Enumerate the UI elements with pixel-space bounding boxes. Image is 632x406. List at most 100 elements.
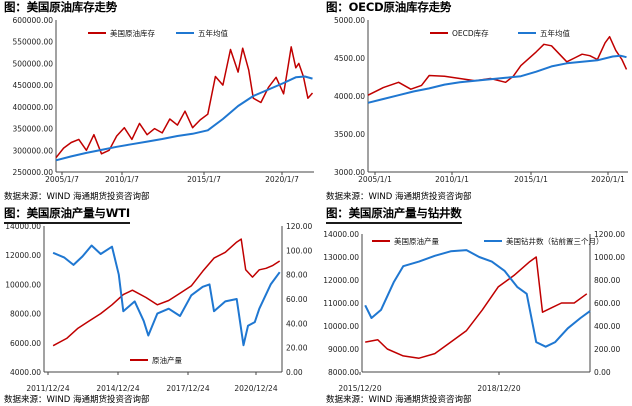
x-tick-label: 2020/12/24 xyxy=(234,384,277,393)
x-tick-label: 2010/1/7 xyxy=(105,175,139,184)
y-tick-label: 14000.00 xyxy=(323,230,359,239)
y-right-tick-label: 100.00 xyxy=(286,246,312,255)
x-tick-label: 2005/1/7 xyxy=(45,175,79,184)
y-tick-label: 11000.00 xyxy=(323,299,359,308)
x-tick-label: 2014/12/24 xyxy=(96,384,139,393)
series-line-0 xyxy=(365,256,588,359)
y-tick-label: 250000.00 xyxy=(12,168,53,177)
y-tick-label: 14000.00 xyxy=(5,222,41,231)
axis-frame xyxy=(43,226,283,373)
x-tick-label: 2015/1/1 xyxy=(514,175,548,184)
y-tick-label: 4000.00 xyxy=(10,368,41,377)
source-note: 数据来源：WIND 海通期货投资咨询部 xyxy=(4,395,150,405)
x-tick-label: 2015/12/20 xyxy=(338,384,381,393)
y-tick-label: 600000.00 xyxy=(12,16,53,25)
y-axis-right-ticks: 0.00 200.00 400.00 600.00 800.00 1000.00 1200.… xyxy=(594,230,625,377)
y-tick-label: 450000.00 xyxy=(12,81,53,90)
source-note: 数据来源：WIND 海通期货投资咨询部 xyxy=(326,395,472,405)
y-tick-label: 12000.00 xyxy=(323,276,359,285)
y-right-tick-label: 80.00 xyxy=(286,271,308,280)
y-tick-label: 350000.00 xyxy=(12,125,53,134)
chart-us-crude-inventory: 250000.00 300000.00 350000.00 400000.00 4500… xyxy=(12,16,314,184)
series-lines xyxy=(364,249,591,359)
series-line-0 xyxy=(55,46,314,159)
x-tick-label: 2015/1/7 xyxy=(187,175,221,184)
y-axis-right-ticks: 0.00 20.00 40.00 60.00 80.00 100.00 120.00 xyxy=(286,222,312,377)
panel-title: 图：美国原油库存走势 xyxy=(4,0,117,14)
y-right-tick-label: 600.00 xyxy=(594,299,620,308)
x-tick-label: 2017/12/24 xyxy=(166,384,209,393)
chart-us-output-wti: 4000.00 6000.00 8000.00 10000.00 12000.00 140… xyxy=(5,222,312,393)
legend-label: 美国原油产量 xyxy=(394,236,439,246)
y-tick-label: 550000.00 xyxy=(12,38,53,47)
y-tick-label: 9000.00 xyxy=(328,345,359,354)
y-right-tick-label: 20.00 xyxy=(286,344,308,353)
y-right-tick-label: 200.00 xyxy=(594,345,620,354)
y-tick-label: 10000.00 xyxy=(5,280,41,289)
y-tick-label: 13000.00 xyxy=(323,253,359,262)
panel-title: 图：美国原油产量与WTI xyxy=(4,205,130,224)
y-axis-left-ticks: 4000.00 6000.00 8000.00 10000.00 12000.00 140… xyxy=(5,222,41,377)
x-tick-label: 2011/12/24 xyxy=(26,384,69,393)
y-axis-left-ticks: 8000.00 9000.00 10000.00 11000.00 12000.00 13… xyxy=(323,230,359,377)
series-line-1 xyxy=(55,75,313,162)
series-lines xyxy=(367,35,628,104)
series-line-1 xyxy=(364,249,591,348)
x-tick-label: 2020/1/7 xyxy=(265,175,299,184)
series-lines xyxy=(52,238,281,347)
y-tick-label: 500000.00 xyxy=(12,59,53,68)
y-tick-label: 3500.00 xyxy=(334,130,365,139)
y-tick-label: 10000.00 xyxy=(323,322,359,331)
panel-us-output-wti: 图：美国原油产量与WTI 4000.00 6000.00 8000.00 10000.… xyxy=(0,206,316,406)
y-axis-ticks: 250000.00 300000.00 350000.00 400000.00 4500… xyxy=(12,16,53,177)
x-tick-label: 2010/1/1 xyxy=(435,175,469,184)
series-lines xyxy=(55,46,314,162)
legend-label: 美国钻井数（钻前置三个月） xyxy=(506,236,604,246)
y-right-tick-label: 40.00 xyxy=(286,319,308,328)
axis-frame xyxy=(367,20,628,173)
y-tick-label: 4000.00 xyxy=(334,92,365,101)
series-line-1 xyxy=(367,54,627,104)
source-note: 数据来源：WIND 海通期货投资咨询部 xyxy=(4,192,150,202)
x-axis-ticks: 2005/1/7 2010/1/7 2015/1/7 2020/1/7 xyxy=(45,172,299,184)
y-right-tick-label: 60.00 xyxy=(286,295,308,304)
legend-label: 原油产量 xyxy=(152,355,182,365)
y-tick-label: 8000.00 xyxy=(10,310,41,319)
y-tick-label: 3000.00 xyxy=(334,168,365,177)
legend-label: 美国原油库存 xyxy=(110,28,155,38)
panel-title: 图：OECD原油库存走势 xyxy=(326,0,452,14)
axis-frame xyxy=(361,234,591,373)
legend: 美国原油库存 五年均值 xyxy=(88,28,228,38)
panel-oecd-inventory: 图：OECD原油库存走势 3000.00 3500.00 4000.00 4500.0… xyxy=(322,0,632,203)
legend-label: OECD库存 xyxy=(452,28,489,38)
legend: 原油产量 xyxy=(130,355,182,365)
x-tick-label: 2020/1/1 xyxy=(591,175,625,184)
y-axis-ticks: 3000.00 3500.00 4000.00 4500.00 5000.00 xyxy=(334,16,365,177)
series-line-1 xyxy=(52,244,281,347)
legend: OECD库存 五年均值 xyxy=(430,28,570,38)
legend-label: 五年均值 xyxy=(540,28,570,38)
legend-label: 五年均值 xyxy=(198,28,228,38)
y-tick-label: 400000.00 xyxy=(12,103,53,112)
x-axis-ticks: 2005/1/1 2010/1/1 2015/1/1 2020/1/1 xyxy=(358,172,625,184)
chart-us-output-rigs: 8000.00 9000.00 10000.00 11000.00 12000.00 13… xyxy=(323,230,625,393)
y-tick-label: 4500.00 xyxy=(334,54,365,63)
y-tick-label: 6000.00 xyxy=(10,339,41,348)
source-note: 数据来源：WIND 海通期货投资咨询部 xyxy=(326,192,472,202)
y-right-tick-label: 0.00 xyxy=(286,368,303,377)
y-right-tick-label: 800.00 xyxy=(594,276,620,285)
y-right-tick-label: 400.00 xyxy=(594,322,620,331)
y-right-tick-label: 0.00 xyxy=(594,368,611,377)
x-axis-ticks: 2015/12/20 2018/12/20 xyxy=(338,372,521,393)
y-tick-label: 300000.00 xyxy=(12,146,53,155)
chart-oecd-inventory: 3000.00 3500.00 4000.00 4500.00 5000.00 2005… xyxy=(334,16,628,184)
y-right-tick-label: 120.00 xyxy=(286,222,312,231)
y-tick-label: 12000.00 xyxy=(5,251,41,260)
axis-frame xyxy=(55,20,314,173)
x-tick-label: 2005/1/1 xyxy=(358,175,392,184)
panel-us-crude-inventory: 图：美国原油库存走势 250000.00 300000.00 350000.00 40… xyxy=(0,0,316,203)
panel-title: 图：美国原油产量与钻井数 xyxy=(326,205,462,224)
series-line-0 xyxy=(52,238,281,347)
y-right-tick-label: 1200.00 xyxy=(594,230,625,239)
y-tick-label: 8000.00 xyxy=(328,368,359,377)
